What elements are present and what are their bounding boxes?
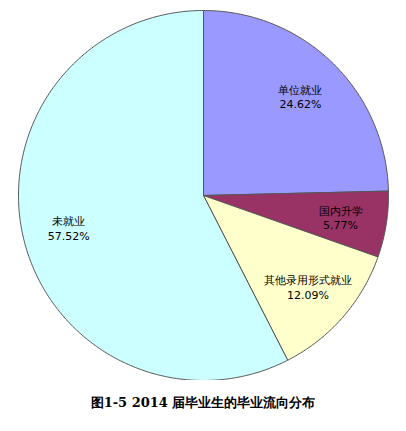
html-text:图1-5 2014 届毕业生的毕业流向分布: 图1-5 2014 届毕业生的毕业流向分布 [90, 395, 316, 410]
svg-text:单位就业24.62%: 单位就业24.62% [278, 84, 322, 111]
svg-text:国内升学5.77%: 国内升学5.77% [319, 205, 363, 232]
svg-text:未就业57.52%: 未就业57.52% [48, 215, 90, 242]
svg-text:其他录用形式就业12.09%: 其他录用形式就业12.09% [264, 274, 352, 301]
